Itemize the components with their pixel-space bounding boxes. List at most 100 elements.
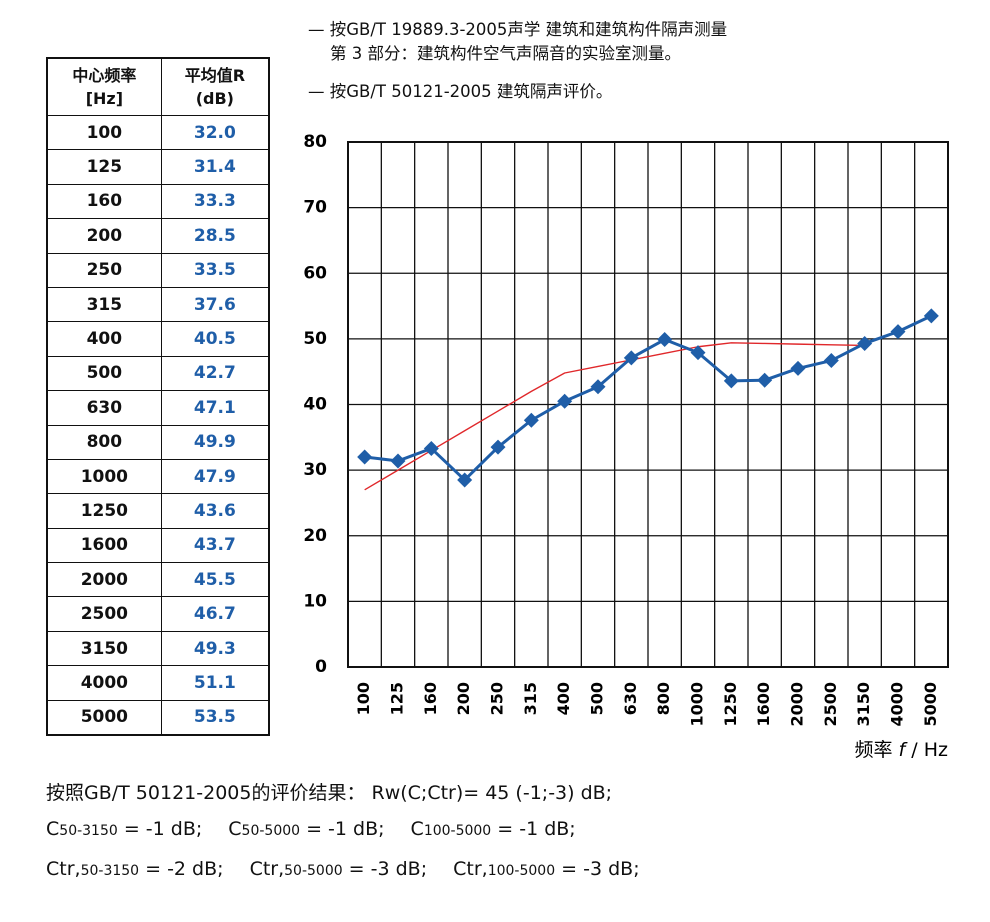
marker	[723, 373, 739, 389]
marker	[857, 335, 873, 351]
row: 1250 43.6	[46, 493, 270, 529]
marker	[823, 353, 839, 369]
x-tick-label: 4000	[888, 682, 907, 727]
cell: 200	[46, 218, 162, 254]
value: = -1 dB;	[300, 818, 385, 840]
y-tick-label: 70	[303, 198, 327, 218]
note: 第 3 部分：建筑构件空气声隔音的实验室测量。	[330, 44, 681, 63]
x-axis-label-part: / Hz	[905, 739, 948, 761]
cell: 33.5	[160, 252, 270, 288]
marker	[557, 393, 573, 409]
x-tick-label: 500	[588, 682, 607, 715]
x-tick-label: 250	[488, 682, 507, 715]
cell: 45.5	[160, 562, 270, 598]
header-line: (dB)	[195, 89, 234, 108]
symbol: Ctr,	[249, 858, 285, 880]
cell: 100	[46, 114, 162, 151]
symbol: Ctr,	[453, 858, 488, 880]
x-tick-label: 125	[388, 682, 407, 715]
row: 160 33.3	[46, 183, 270, 220]
cell: 125	[46, 149, 162, 185]
value: = -2 dB;	[139, 858, 224, 880]
cell: 40.5	[160, 321, 270, 357]
cell: 42.7	[160, 355, 270, 392]
row: 5000 53.5	[46, 699, 270, 736]
row: 1600 43.7	[46, 527, 270, 564]
cell: 47.9	[160, 458, 270, 495]
cell: 53.5	[160, 699, 270, 736]
row: 3150 49.3	[46, 630, 270, 667]
cell: 43.7	[160, 527, 270, 564]
cell: 2500	[46, 596, 162, 632]
cell: 1000	[46, 458, 162, 495]
marker	[757, 372, 773, 388]
subscript: 100-5000	[423, 823, 492, 839]
symbol: C	[228, 818, 242, 840]
cell: 400	[46, 321, 162, 357]
row: 630 47.1	[46, 390, 270, 426]
cell: 1250	[46, 493, 162, 529]
row: 250 33.5	[46, 252, 270, 288]
result-line: Ctr,50-3150 = -2 dB; Ctr,50-5000 = -3 dB;…	[46, 858, 640, 880]
cell: 32.0	[160, 114, 270, 151]
cell: 630	[46, 390, 162, 426]
value: = -3 dB;	[342, 858, 428, 880]
symbol: C	[410, 818, 424, 840]
header-line: 平均值R	[184, 66, 246, 85]
x-tick-label: 1250	[721, 682, 740, 727]
cell: 5000	[46, 699, 162, 736]
cell: 500	[46, 355, 162, 392]
note: — 按GB/T 19889.3-2005声学 建筑和建筑构件隔声测量	[308, 20, 728, 39]
header-line: 中心频率	[72, 66, 137, 85]
marker	[390, 453, 406, 469]
y-tick-label: 80	[303, 132, 327, 152]
line	[364, 314, 932, 482]
x-tick-label: 100	[354, 682, 373, 715]
cell: 51.1	[160, 665, 270, 701]
marker	[790, 360, 806, 376]
cell: 49.9	[160, 424, 270, 460]
row: 2500 46.7	[46, 596, 270, 632]
x-axis-label: 频率 f / Hz	[855, 739, 949, 761]
cell: 800	[46, 424, 162, 460]
marker	[657, 332, 673, 348]
cell: 43.6	[160, 493, 270, 529]
marker	[923, 308, 939, 324]
x-tick-label: 315	[521, 682, 540, 715]
cell: 315	[46, 286, 162, 323]
marker	[357, 449, 373, 465]
cell: 2000	[46, 562, 162, 598]
result-text: 按照GB/T 50121-2005的评价结果： Rw(C;Ctr)= 45 (-…	[46, 782, 613, 804]
subscript: 50-5000	[284, 863, 343, 879]
marker	[890, 324, 906, 340]
row: 125 31.4	[46, 149, 270, 185]
x-axis-label-part: f	[899, 739, 909, 761]
cell: 31.4	[160, 149, 270, 185]
cell: 49.3	[160, 630, 270, 667]
note: — 按GB/T 50121-2005 建筑隔声评价。	[308, 82, 613, 101]
x-axis-label-part: 频率	[855, 739, 899, 761]
row: 2000 45.5	[46, 562, 270, 598]
y-tick-label: 50	[303, 329, 327, 349]
x-tick-label: 2500	[821, 682, 840, 727]
x-tick-label: 2000	[788, 682, 807, 727]
row: 200 28.5	[46, 218, 270, 254]
x-tick-label: 1600	[754, 682, 773, 727]
row: 500 42.7	[46, 355, 270, 392]
value: = -1 dB;	[491, 818, 576, 840]
subscript: 50-5000	[241, 823, 301, 839]
x-tick-label: 1000	[688, 682, 707, 727]
cell: 46.7	[160, 596, 270, 632]
cell: 47.1	[160, 390, 270, 426]
cell: 4000	[46, 665, 162, 701]
y-tick-label: 60	[303, 263, 327, 283]
x-tick-label: 200	[454, 682, 473, 715]
header-line: [Hz]	[85, 89, 124, 108]
x-tick-label: 3150	[854, 682, 873, 727]
cell: 37.6	[160, 286, 270, 323]
header-cell: 平均值R (dB)	[160, 57, 270, 116]
symbol: C	[46, 818, 60, 840]
subscript: 50-3150	[59, 823, 118, 839]
value: = -1 dB;	[117, 818, 203, 840]
